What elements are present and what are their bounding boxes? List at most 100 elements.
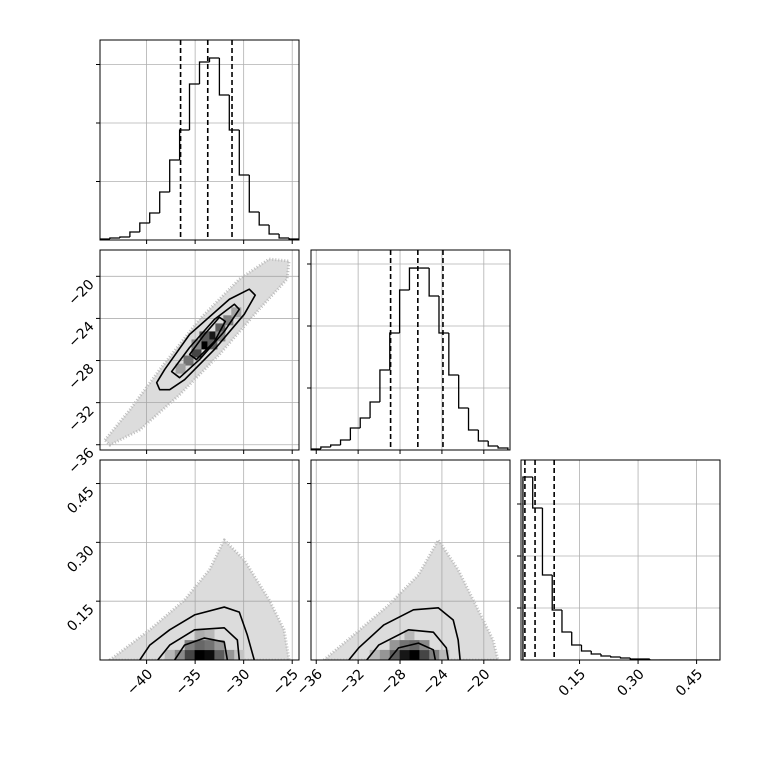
histogram-bin [208, 57, 220, 62]
histogram-bin [311, 448, 321, 450]
histogram-bin [139, 222, 150, 232]
density-cell [409, 649, 420, 660]
histogram-bin [497, 445, 509, 450]
panel-frame [99, 39, 300, 241]
density-cell [399, 640, 410, 651]
x-tick-label: −20 [461, 666, 493, 698]
y-tick-label: −20 [65, 277, 97, 309]
histogram-bin [359, 417, 371, 428]
y-tick-label: 0.45 [64, 484, 97, 517]
y-tick-label: 0.30 [64, 543, 97, 576]
density-cell [199, 339, 210, 350]
contour [170, 303, 241, 379]
histogram-bin [541, 507, 553, 576]
y-tick-label: −24 [65, 319, 97, 351]
histogram-bin [532, 477, 543, 509]
density-cell [194, 629, 205, 640]
contour [348, 607, 461, 660]
histogram-bin [188, 83, 200, 131]
density-cell [379, 649, 390, 660]
histogram-bin [551, 574, 562, 611]
density-cell [175, 363, 186, 374]
histogram-bin [561, 609, 572, 633]
histogram-bin [100, 238, 110, 240]
contour [155, 288, 257, 391]
y-tick-label: 0.15 [64, 602, 97, 635]
x-tick-label: −30 [221, 666, 253, 698]
x-tick-label: −25 [270, 666, 302, 698]
panel-frame [310, 249, 511, 451]
x-tick-label: 0.30 [614, 666, 647, 699]
panel [522, 460, 719, 660]
histogram-bin [580, 645, 592, 652]
density-cell [164, 649, 175, 660]
panel-frame [310, 459, 511, 661]
scatter-cloud [322, 538, 500, 660]
histogram-bin [238, 130, 250, 176]
x-tick-label: −32 [336, 666, 368, 698]
density-cell [369, 649, 380, 660]
density-cell [204, 640, 215, 651]
density-cell [389, 649, 400, 660]
density-cell [224, 649, 235, 660]
histogram-bin [590, 651, 601, 655]
panel [322, 538, 500, 660]
panel [311, 250, 509, 450]
histogram-bin [571, 632, 582, 646]
histogram-bin [258, 211, 270, 226]
density-cell [191, 347, 202, 358]
density-cell [399, 649, 410, 660]
histogram-bin [268, 225, 280, 235]
histogram-bin [129, 231, 140, 238]
histogram-bin [119, 236, 130, 239]
panel [100, 40, 299, 240]
density-cell [184, 640, 195, 651]
density-cell [439, 649, 450, 660]
histogram-bin [339, 439, 351, 445]
density-cell [223, 315, 234, 326]
histogram-bin [619, 656, 631, 659]
density-cell [174, 649, 185, 660]
histogram-bin [369, 401, 380, 419]
histogram-bin [198, 61, 210, 84]
density-cell [214, 640, 225, 651]
contour [157, 627, 241, 660]
histogram-bin [408, 267, 420, 290]
panel [108, 538, 291, 660]
histogram-bin [458, 374, 469, 409]
scatter-cloud [108, 538, 291, 660]
panel-frame [520, 459, 721, 661]
y-tick-label: −36 [65, 445, 97, 477]
density-cell [204, 649, 215, 660]
histogram-bin [522, 476, 533, 660]
density-cell [194, 649, 205, 660]
contour [366, 629, 450, 660]
histogram-bin [448, 333, 459, 376]
density-cell [207, 331, 218, 342]
x-tick-label: −35 [173, 666, 205, 698]
y-tick-label: −28 [65, 361, 97, 393]
panel-frame [99, 249, 300, 451]
density-cell [194, 640, 205, 651]
density-cell [184, 649, 195, 660]
panel-frame [99, 459, 300, 661]
histogram-bin [330, 444, 341, 448]
histogram-bin [228, 94, 240, 131]
histogram-bin [288, 238, 299, 240]
histogram-bin [278, 233, 290, 239]
histogram-bin [169, 159, 180, 192]
density-cell [199, 331, 210, 342]
histogram-bin [379, 369, 390, 403]
histogram-bin [178, 129, 190, 160]
x-tick-label: 0.45 [673, 666, 706, 699]
histogram-bin [109, 237, 120, 240]
x-tick-label: −40 [124, 666, 156, 698]
y-tick-label: −32 [65, 403, 97, 435]
histogram-bin [218, 58, 230, 96]
x-tick-label: −24 [419, 666, 451, 698]
density-cell [204, 629, 215, 640]
histogram-bin [159, 191, 170, 213]
density-cell [409, 640, 420, 651]
contour [173, 637, 229, 660]
x-tick-label: −36 [294, 666, 326, 698]
